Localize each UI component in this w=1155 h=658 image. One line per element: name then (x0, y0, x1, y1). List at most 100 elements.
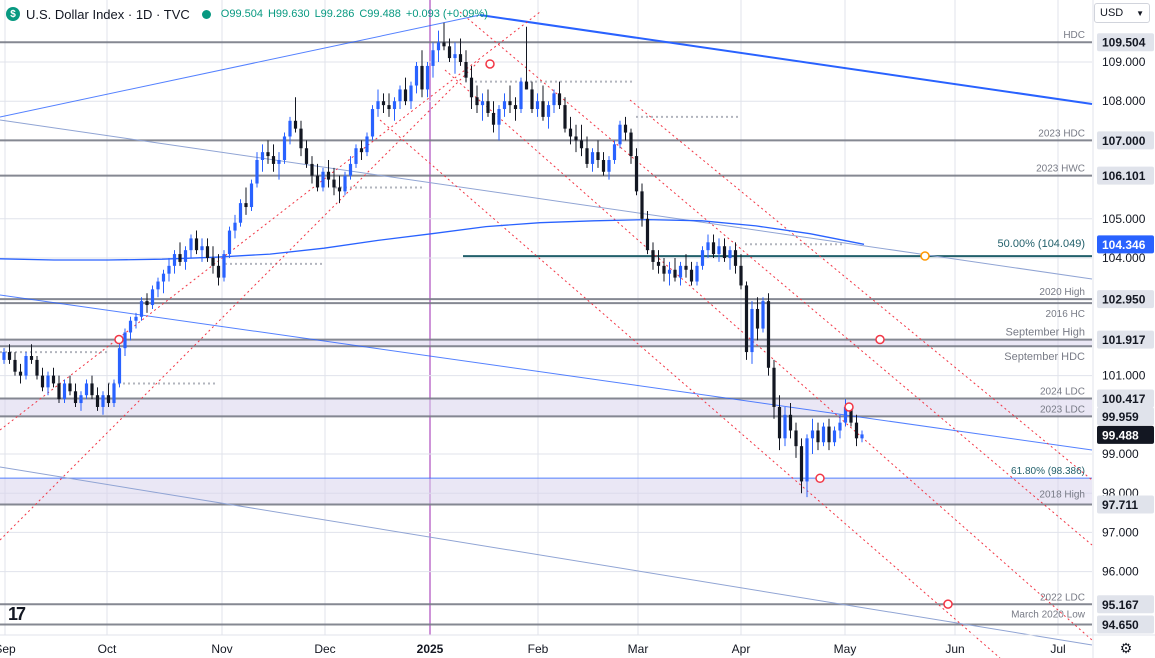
price-label-box (1097, 407, 1154, 426)
x-tick-label: 2025 (417, 642, 444, 656)
candle-body (167, 265, 171, 274)
x-tick-label: Jun (945, 642, 964, 656)
candle-body (821, 426, 826, 443)
price-label-text: 97.711 (1102, 498, 1138, 512)
candle-body (453, 54, 457, 59)
candle-body (299, 128, 303, 149)
candle-body (139, 301, 144, 317)
candle-body (524, 81, 529, 90)
candle-body (436, 42, 441, 51)
ohlc-change: +0.093 (+0.09%) (405, 8, 488, 20)
y-tick-label: 104.000 (1102, 251, 1146, 265)
candle-body (552, 93, 556, 106)
candle-body (695, 265, 699, 282)
ohlc-low: L99.286 (314, 8, 355, 20)
candle-body (161, 273, 166, 282)
pivot-marker (875, 334, 885, 345)
candle-body (381, 101, 386, 106)
candle-body (249, 183, 254, 208)
price-label-text: 102.950 (1102, 293, 1146, 307)
candlestick-series (2, 22, 864, 498)
x-tick-label: Sep (0, 642, 16, 656)
candle-body (645, 218, 650, 251)
candle-body (640, 191, 644, 219)
candle-body (145, 301, 149, 306)
candle-body (343, 175, 347, 192)
candle-body (260, 152, 265, 160)
price-zone (0, 339, 1092, 347)
candle-body (425, 65, 430, 90)
candle-body (244, 203, 248, 208)
chart-header: $ U.S. Dollar Index · 1D · TVC O99.504 H… (6, 5, 488, 23)
candle-body (513, 105, 518, 110)
candle-body (271, 156, 276, 164)
currency-value: USD (1100, 7, 1124, 19)
x-tick-label: Feb (528, 642, 549, 656)
candle-body (156, 281, 160, 290)
candle-body (370, 109, 375, 137)
candle-body (464, 62, 468, 78)
currency-select[interactable]: USD ▼ (1094, 3, 1150, 23)
candle-body (233, 222, 237, 231)
y-tick-label: 101.000 (1102, 369, 1146, 383)
candle-body (574, 136, 578, 141)
pivot-marker (485, 59, 495, 69)
candle-body (321, 171, 325, 188)
x-tick-label: May (834, 642, 857, 656)
candle-body (777, 406, 782, 439)
candle-body (35, 359, 39, 376)
candle-body (772, 367, 776, 407)
chart-grid (0, 0, 1092, 635)
level-label: September High (1006, 327, 1086, 339)
dollar-logo-icon: $ (6, 7, 20, 21)
candle-body (810, 430, 815, 439)
candle-body (843, 406, 848, 423)
candle-body (546, 105, 551, 117)
level-label: 2024 LDC (1040, 386, 1085, 397)
candle-body (486, 101, 490, 113)
fib-50-label: 50.00% (104.049) (998, 238, 1085, 250)
candle-body (761, 301, 765, 329)
level-label: 2023 HDC (1038, 128, 1085, 139)
x-tick-label: Jul (1050, 642, 1065, 656)
candle-body (535, 101, 540, 110)
candle-body (706, 242, 710, 251)
y-tick-label: 108.000 (1102, 94, 1146, 108)
channel-line (459, 11, 1093, 546)
price-label-text: 100.417 (1102, 392, 1146, 406)
pivot-marker (114, 334, 124, 345)
y-tick-label: 97.000 (1102, 525, 1139, 539)
candle-body (618, 124, 622, 145)
candle-body (365, 136, 369, 153)
symbol-title[interactable]: U.S. Dollar Index · 1D · TVC (26, 6, 190, 22)
candle-body (409, 85, 413, 102)
x-tick-label: Nov (211, 642, 232, 656)
candle-body (491, 112, 496, 125)
candle-body (469, 77, 474, 98)
candle-body (7, 352, 12, 360)
candle-body (57, 383, 61, 400)
candle-body (568, 128, 573, 137)
candle-body (783, 414, 787, 439)
candle-body (854, 422, 859, 439)
price-zone (0, 478, 1092, 505)
x-tick-label: Dec (314, 642, 335, 656)
candle-body (29, 356, 34, 360)
gear-icon[interactable]: ⚙ (1119, 639, 1133, 656)
candle-body (508, 101, 512, 106)
price-label-text: 99.959 (1102, 410, 1139, 424)
price-label-text: 99.488 (1102, 428, 1139, 442)
candle-body (662, 265, 666, 274)
candle-body (656, 261, 661, 266)
candle-body (673, 269, 677, 278)
candle-body (392, 101, 397, 110)
price-label-box (1097, 495, 1154, 514)
candle-body (255, 160, 259, 184)
candle-body (629, 132, 633, 157)
candle-body (387, 105, 391, 110)
price-label-text: 107.000 (1102, 134, 1146, 148)
channel-line (0, 11, 541, 431)
candle-body (332, 179, 336, 188)
